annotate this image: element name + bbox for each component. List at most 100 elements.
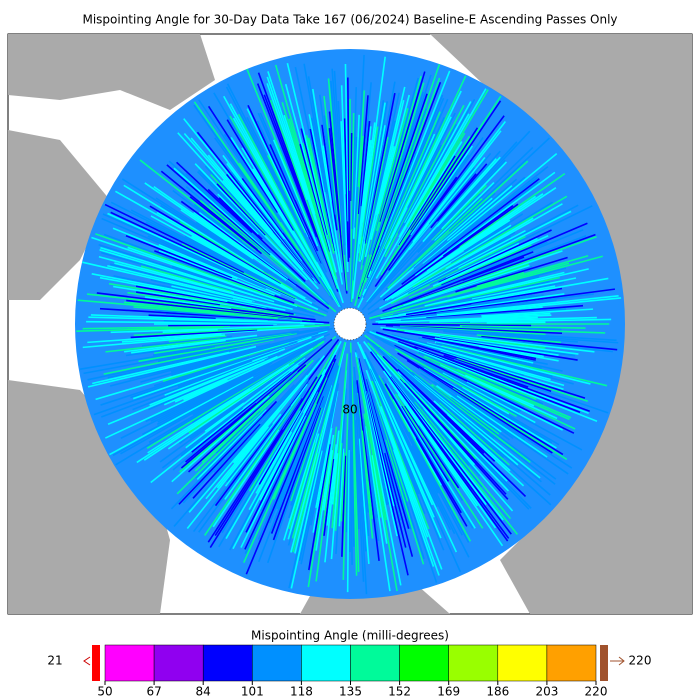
swath-streak	[403, 382, 507, 495]
colorbar-tick-label: 169	[437, 685, 460, 699]
swath-streak	[132, 350, 283, 411]
colorbar-tick-label: 50	[97, 685, 112, 699]
swath-streak	[311, 88, 343, 273]
swath-streak	[131, 339, 226, 354]
swath-streak	[246, 108, 310, 238]
swath-streak	[424, 271, 565, 307]
swath-streak	[178, 400, 278, 505]
swath-streak	[256, 83, 318, 238]
swath-streak	[374, 100, 502, 287]
swath-streak	[352, 114, 360, 239]
swath-streak	[349, 112, 355, 294]
swath-streak	[369, 254, 589, 320]
swath-streak	[345, 429, 349, 533]
swath-streak	[384, 95, 502, 271]
swath-streak	[363, 341, 504, 521]
swath-streak	[294, 66, 334, 245]
swath-streak	[486, 321, 546, 324]
swath-streak	[210, 174, 293, 263]
colorbar-segment	[497, 644, 548, 682]
swath-streak	[168, 323, 274, 327]
swath-streak	[481, 308, 594, 317]
swath-streak	[144, 296, 232, 310]
swath-streak	[180, 407, 244, 457]
swath-streak	[409, 156, 486, 251]
swath-streak	[105, 337, 221, 353]
swath-streak	[223, 95, 310, 250]
swath-streak	[87, 344, 252, 381]
swath-streak	[385, 383, 476, 529]
swath-streak	[246, 116, 343, 308]
swath-streak	[372, 329, 525, 377]
swath-streak	[458, 210, 572, 270]
swath-streak	[353, 82, 372, 281]
swath-streak	[418, 364, 553, 444]
over-label: 220	[629, 654, 652, 668]
swath-streak	[328, 128, 348, 294]
swath-streak	[432, 339, 536, 361]
swath-streak	[129, 343, 271, 380]
swath-streak	[335, 388, 347, 555]
swath-streak	[363, 358, 445, 551]
swath-streak	[391, 375, 483, 488]
swath-streak	[344, 64, 350, 222]
swath-streak	[426, 342, 591, 385]
swath-streak	[287, 365, 340, 546]
swath-streak	[267, 71, 344, 304]
swath-streak	[365, 369, 440, 576]
swath-streak	[130, 340, 298, 399]
swath-streak	[341, 455, 347, 557]
swath-streak	[476, 271, 525, 288]
swath-streak	[397, 443, 420, 495]
swath-streak	[442, 372, 536, 424]
swath-streak	[148, 314, 216, 319]
swath-streak	[446, 185, 513, 242]
swath-streak	[193, 104, 334, 301]
swath-streak	[417, 389, 485, 454]
swath-streak	[429, 205, 593, 286]
swath-streak	[403, 250, 563, 307]
swath-streak	[398, 154, 470, 255]
swath-streak	[349, 136, 358, 304]
swath-streak	[358, 64, 441, 298]
swath-streak	[103, 233, 230, 281]
swath-streak	[326, 444, 338, 526]
swath-streak	[100, 355, 250, 406]
swath-streak	[105, 335, 325, 439]
swath-streak	[397, 368, 496, 462]
swath-streak	[383, 452, 414, 557]
swath-streak	[215, 410, 261, 454]
swath-streak	[90, 314, 268, 322]
swath-streak	[412, 121, 507, 243]
swath-streak	[434, 341, 534, 364]
swath-streak	[179, 221, 294, 291]
swath-streak	[383, 418, 429, 538]
swath-streak	[213, 384, 296, 473]
swath-streak	[399, 378, 509, 500]
swath-streak	[216, 355, 326, 489]
swath-streak	[148, 337, 327, 444]
swath-streak	[379, 197, 493, 298]
swath-streak	[411, 371, 556, 485]
colorbar-segment	[448, 644, 499, 682]
swath-streak	[386, 219, 511, 301]
swath-streak	[433, 380, 569, 475]
swath-streak	[408, 192, 496, 272]
swath-streak	[408, 431, 470, 543]
swath-streak	[148, 337, 316, 411]
swath-streak	[397, 141, 463, 247]
swath-streak	[180, 338, 333, 469]
swath-streak	[418, 367, 573, 469]
swath-streak	[368, 397, 402, 521]
swath-streak	[87, 345, 257, 388]
swath-streak	[241, 177, 321, 284]
swath-streak	[207, 105, 279, 213]
swath-streak	[375, 331, 586, 399]
swath-streak	[91, 273, 267, 309]
swath-streak	[276, 348, 342, 510]
swath-streak	[82, 261, 253, 303]
swath-streak	[340, 85, 347, 195]
colorbar-segment	[301, 644, 351, 682]
swath-streak	[374, 371, 439, 494]
swath-streak	[257, 112, 297, 200]
